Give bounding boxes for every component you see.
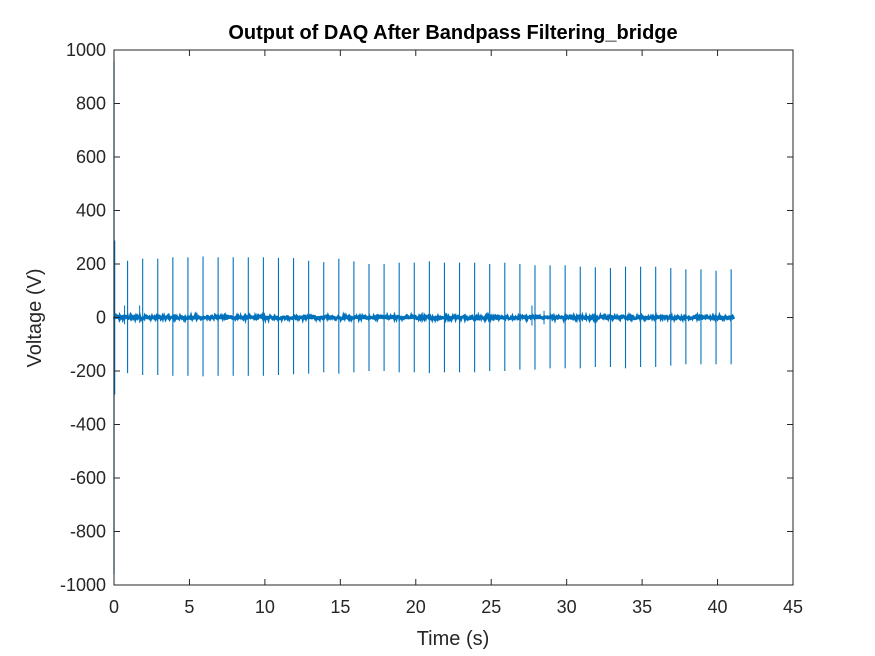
- y-tick-label: -400: [70, 415, 106, 435]
- x-tick-label: 40: [708, 597, 728, 617]
- x-axis-label: Time (s): [417, 628, 490, 650]
- x-axis-ticks: 0 5 10 15 20 25 30 35 40 45: [109, 50, 803, 617]
- x-tick-label: 10: [255, 597, 275, 617]
- x-tick-label: 35: [632, 597, 652, 617]
- y-tick-label: -200: [70, 361, 106, 381]
- x-tick-label: 25: [481, 597, 501, 617]
- x-tick-label: 0: [109, 597, 119, 617]
- y-tick-label: 400: [76, 201, 106, 221]
- y-tick-label: -800: [70, 522, 106, 542]
- y-axis-label: Voltage (V): [24, 269, 46, 368]
- x-tick-label: 15: [330, 597, 350, 617]
- x-tick-label: 20: [406, 597, 426, 617]
- y-tick-label: 800: [76, 94, 106, 114]
- y-tick-label: -1000: [60, 575, 106, 595]
- series-layer: [112, 60, 735, 575]
- x-tick-label: 5: [184, 597, 194, 617]
- y-axis-ticks: 1000 800 600 400 200 0 -200 -400 -600 -800 -1000: [60, 40, 793, 595]
- y-tick-label: -600: [70, 468, 106, 488]
- y-tick-label: 200: [76, 254, 106, 274]
- x-tick-label: 30: [557, 597, 577, 617]
- x-tick-label: 45: [783, 597, 803, 617]
- y-tick-label: 0: [96, 308, 106, 328]
- y-tick-label: 1000: [66, 40, 106, 60]
- y-tick-label: 600: [76, 147, 106, 167]
- signal-baseline-noise: [112, 311, 735, 325]
- chart-title: Output of DAQ After Bandpass Filtering_b…: [228, 22, 677, 44]
